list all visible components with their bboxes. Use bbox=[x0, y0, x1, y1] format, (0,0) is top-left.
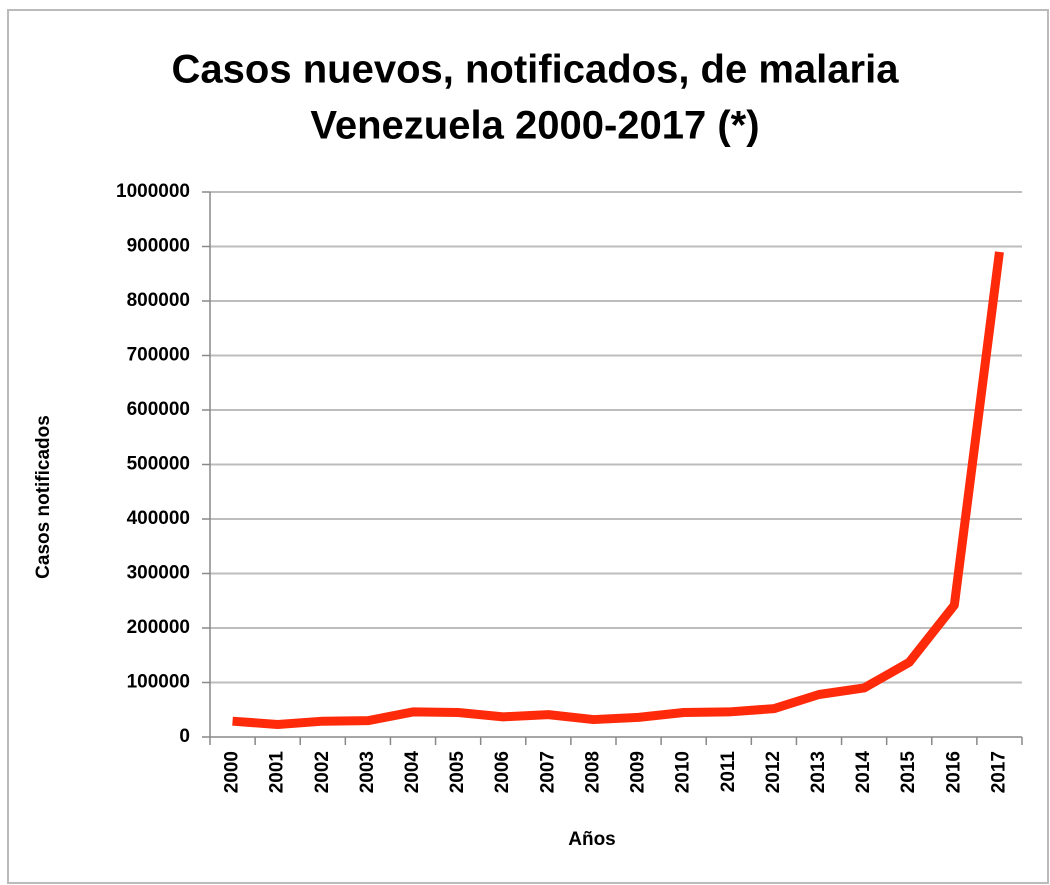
y-tick-label: 0 bbox=[179, 726, 190, 747]
y-tick-label: 700000 bbox=[127, 345, 190, 366]
x-tick-label: 2006 bbox=[492, 751, 513, 793]
x-tick-label: 2005 bbox=[447, 751, 468, 794]
y-tick-label: 300000 bbox=[127, 563, 190, 584]
x-tick-label: 2014 bbox=[853, 751, 874, 794]
y-tick-label: 400000 bbox=[127, 508, 190, 529]
x-tick-label: 2000 bbox=[222, 751, 243, 793]
x-tick-label: 2008 bbox=[582, 751, 603, 793]
x-tick-label: 2002 bbox=[312, 751, 333, 793]
y-tick-label: 200000 bbox=[127, 617, 190, 638]
x-tick-label: 2007 bbox=[537, 751, 558, 793]
x-axis-title: Años bbox=[568, 829, 616, 850]
x-tick-label: 2001 bbox=[267, 751, 288, 794]
x-tick-label: 2009 bbox=[628, 751, 649, 793]
y-axis-title: Casos notificados bbox=[33, 415, 54, 579]
chart-frame bbox=[7, 9, 1049, 884]
y-tick-label: 100000 bbox=[127, 672, 190, 693]
data-line bbox=[232, 251, 1004, 729]
x-tick-label: 2016 bbox=[943, 751, 964, 793]
x-tick-label: 2017 bbox=[988, 751, 1009, 793]
y-tick-label: 900000 bbox=[127, 236, 190, 257]
chart-title: Casos nuevos, notificados, de malaria bbox=[172, 48, 900, 92]
x-tick-label: 2015 bbox=[898, 751, 919, 794]
y-tick-label: 500000 bbox=[127, 454, 190, 475]
x-tick-label: 2003 bbox=[357, 751, 378, 793]
x-tick-label: 2004 bbox=[402, 751, 423, 794]
chart-title: Venezuela 2000-2017 (*) bbox=[310, 104, 759, 148]
x-tick-label: 2010 bbox=[673, 751, 694, 793]
x-tick-label: 2013 bbox=[808, 751, 829, 793]
y-tick-label: 1000000 bbox=[116, 181, 190, 202]
y-tick-label: 600000 bbox=[127, 399, 190, 420]
y-tick-label: 800000 bbox=[127, 290, 190, 311]
x-tick-label: 2012 bbox=[763, 751, 784, 793]
x-tick-label: 2011 bbox=[718, 751, 739, 793]
